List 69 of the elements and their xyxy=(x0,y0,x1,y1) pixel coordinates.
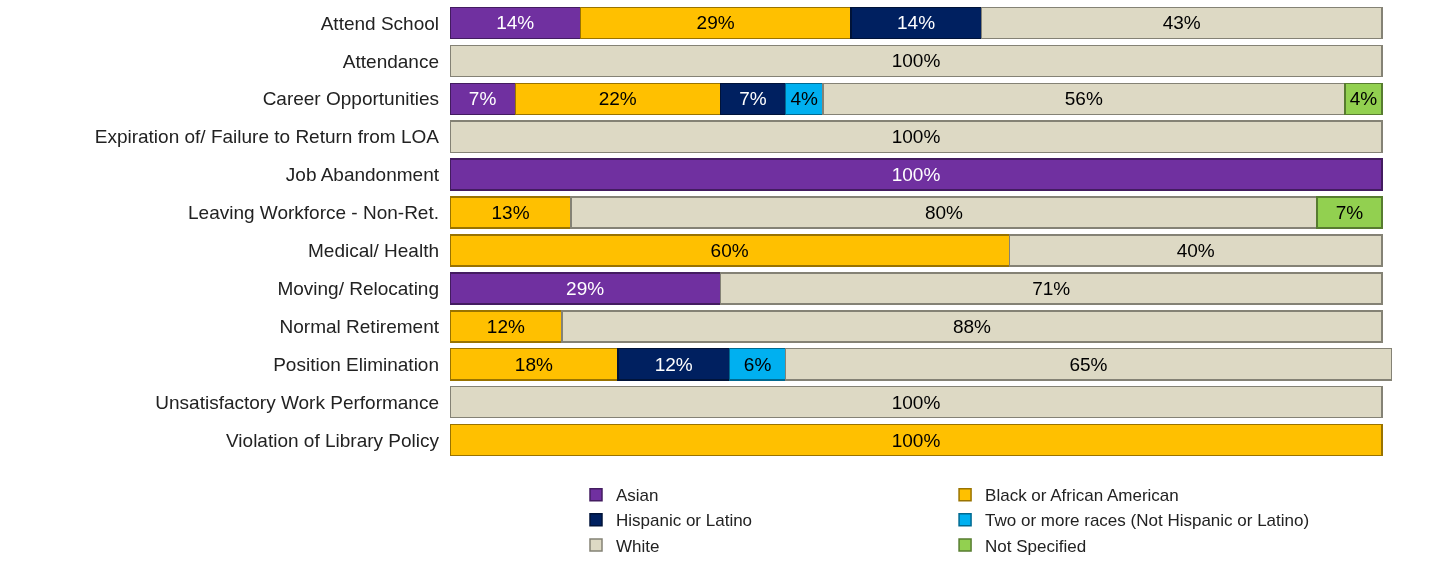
data-label: 71% xyxy=(1032,277,1071,299)
data-label: 22% xyxy=(598,88,637,110)
bar xyxy=(561,310,1383,343)
data-label: 100% xyxy=(891,164,941,186)
data-label: 12% xyxy=(486,315,525,337)
bar xyxy=(450,385,1383,419)
bar xyxy=(450,272,722,305)
y-tick-label: Position Elimination xyxy=(273,353,439,375)
data-label: 12% xyxy=(654,353,693,375)
bar xyxy=(1008,234,1383,267)
y-tick-label: Unsatisfactory Work Performance xyxy=(155,391,439,413)
y-tick-label: Attend School xyxy=(320,12,439,34)
data-label: 65% xyxy=(1069,353,1108,375)
data-label: 14% xyxy=(897,12,936,34)
y-tick-label: Moving/ Relocating xyxy=(277,278,439,300)
legend-label: Hispanic or Latino xyxy=(616,511,753,531)
y-tick-label: Career Opportunities xyxy=(262,88,439,110)
data-label: 56% xyxy=(1064,88,1103,110)
data-label: 80% xyxy=(924,202,964,224)
data-label: 29% xyxy=(696,12,735,34)
legend-label: Two or more races (Not Hispanic or Latino) xyxy=(985,511,1310,531)
bar xyxy=(450,423,1383,457)
legend-label: Not Specified xyxy=(985,536,1087,556)
data-label: 4% xyxy=(790,88,818,110)
bar xyxy=(450,347,619,381)
legend-label: White xyxy=(616,536,660,556)
y-tick-label: Attendance xyxy=(342,50,439,72)
bar xyxy=(450,120,1383,153)
data-label: 40% xyxy=(1176,239,1215,261)
bar xyxy=(450,6,582,40)
data-label: 14% xyxy=(496,12,535,34)
data-label: 7% xyxy=(1335,202,1364,224)
bar xyxy=(1316,196,1383,229)
data-label: 13% xyxy=(491,202,530,224)
y-tick-label: Violation of Library Policy xyxy=(226,429,440,451)
data-label: 100% xyxy=(891,429,941,451)
y-tick-label: Job Abandonment xyxy=(285,164,440,186)
data-label: 7% xyxy=(739,88,767,110)
data-label: 29% xyxy=(566,277,605,299)
data-label: 6% xyxy=(743,353,772,375)
bar xyxy=(617,347,731,381)
y-tick-label: Medical/ Health xyxy=(308,240,439,262)
bar xyxy=(450,196,572,229)
bar xyxy=(850,6,983,40)
legend-label: Black or African American xyxy=(985,486,1179,506)
data-label: 7% xyxy=(468,88,497,110)
data-label: 100% xyxy=(891,126,941,148)
data-label: 88% xyxy=(952,315,992,337)
bar xyxy=(570,196,1318,229)
data-label: 60% xyxy=(710,239,749,261)
data-label: 100% xyxy=(891,50,941,72)
data-label: 4% xyxy=(1349,88,1378,110)
bar xyxy=(450,44,1383,78)
bar xyxy=(822,82,1346,116)
bar xyxy=(450,234,1011,267)
bar xyxy=(450,310,563,343)
y-tick-label: Leaving Workforce - Non-Ret. xyxy=(188,202,439,224)
y-tick-label: Normal Retirement xyxy=(279,315,440,337)
bar xyxy=(514,82,722,116)
bar xyxy=(579,6,852,40)
bar xyxy=(450,158,1383,191)
bar xyxy=(784,347,1393,381)
data-label: 18% xyxy=(514,353,553,375)
y-tick-label: Expiration of/ Failure to Return from LOA xyxy=(94,126,440,148)
bar xyxy=(980,6,1383,40)
bar xyxy=(719,272,1383,305)
legend-label: Asian xyxy=(616,486,659,506)
data-label: 100% xyxy=(891,391,941,413)
data-label: 43% xyxy=(1162,12,1201,34)
